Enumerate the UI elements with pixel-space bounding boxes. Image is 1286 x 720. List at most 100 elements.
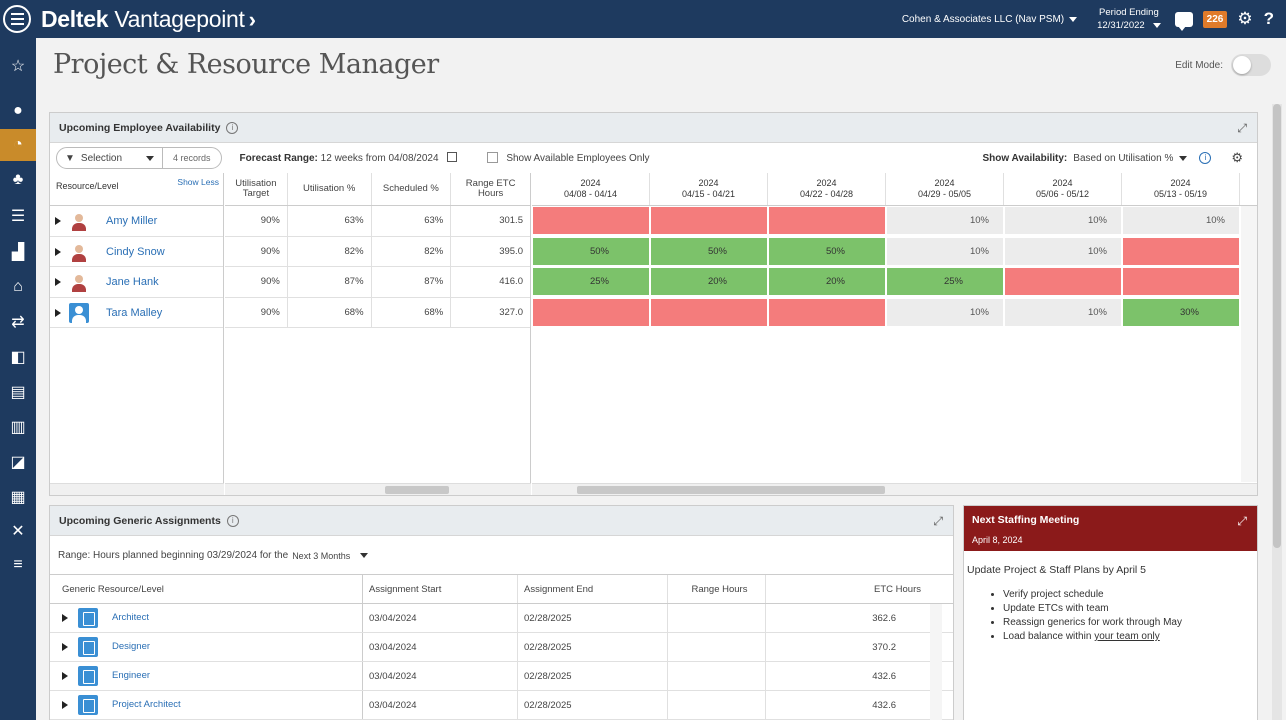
help-icon[interactable]: ? [1263, 9, 1274, 28]
availability-cell[interactable] [1123, 268, 1239, 295]
expand-row-icon[interactable] [62, 643, 68, 651]
info-icon[interactable]: i [1199, 152, 1212, 164]
availability-cell[interactable]: 20% [651, 268, 767, 295]
availability-cell[interactable]: 25% [887, 268, 1003, 295]
resource-row[interactable]: Amy Miller [50, 206, 223, 237]
employee-person-icon[interactable]: ● [13, 102, 23, 119]
contacts-icon[interactable]: ♣ [12, 171, 24, 188]
availability-cell[interactable]: 50% [769, 237, 885, 265]
availability-cell[interactable] [533, 298, 649, 326]
availability-cell[interactable]: 50% [533, 237, 649, 265]
period-selector[interactable]: Period Ending 12/31/2022 [1097, 6, 1161, 32]
generic-resource-cell: Designer [50, 633, 363, 661]
app-brand[interactable]: Deltek Vantagepoint › [41, 6, 256, 33]
settings-gear-icon[interactable]: ⚙ [1237, 9, 1253, 28]
show-available-checkbox[interactable] [487, 152, 499, 163]
selection-dropdown[interactable]: ▼ Selection [57, 148, 163, 168]
company-selector[interactable]: Cohen & Associates LLC (Nav PSM) [902, 14, 1078, 25]
resource-name-link[interactable]: Amy Miller [106, 215, 158, 227]
generic-resource-link[interactable]: Engineer [112, 670, 151, 681]
hamburger-menu-icon[interactable] [3, 5, 31, 33]
vertical-scrollbar[interactable] [930, 604, 942, 720]
list-item-text: Load balance within [1003, 631, 1095, 642]
table-row[interactable]: Designer 03/04/2024 02/28/2025 370.2 [50, 633, 953, 662]
show-less-link[interactable]: Show Less [177, 177, 219, 187]
generic-resource-link[interactable]: Project Architect [112, 699, 181, 710]
availability-cell[interactable] [769, 298, 885, 326]
horizontal-scrollbar[interactable] [50, 483, 224, 495]
dashboard-gauge-icon[interactable]: ◔ [0, 129, 36, 161]
expand-icon[interactable]: ⤢ [1237, 121, 1247, 135]
horizontal-scrollbar[interactable] [225, 483, 531, 495]
show-available-only: Show Available Employees Only [457, 152, 650, 164]
time-icon[interactable]: ▥ [10, 419, 26, 436]
horizontal-scrollbar[interactable] [532, 483, 1257, 495]
vertical-scrollbar[interactable] [1241, 206, 1257, 482]
caret-down-icon[interactable] [360, 553, 369, 558]
show-availability-value[interactable]: Based on Utilisation % [1073, 152, 1174, 164]
expand-row-icon[interactable] [62, 672, 68, 680]
availability-cell[interactable] [1005, 268, 1121, 295]
edit-mode-toggle[interactable] [1231, 54, 1271, 76]
availability-cell[interactable]: 25% [533, 268, 649, 295]
expand-row-icon[interactable] [55, 217, 61, 225]
page-scrollbar[interactable] [1272, 104, 1282, 720]
projects-list-icon[interactable]: ☰ [10, 208, 26, 225]
availability-cell[interactable]: 20% [769, 268, 885, 295]
table-row[interactable]: Architect 03/04/2024 02/28/2025 362.6 [50, 604, 953, 633]
expand-icon[interactable]: ⤢ [1237, 514, 1247, 528]
notification-badge[interactable]: 226 [1202, 10, 1228, 28]
availability-cell[interactable]: 30% [1123, 298, 1239, 326]
availability-cell[interactable]: 10% [1123, 207, 1239, 234]
availability-cell[interactable] [533, 207, 649, 234]
chat-icon[interactable] [1174, 11, 1193, 31]
settings-sliders-icon[interactable]: ≡ [13, 556, 23, 573]
availability-cell[interactable] [651, 207, 767, 234]
range-option-dropdown[interactable]: Next 3 Months [292, 550, 351, 561]
util-pct-cell: 63% [288, 206, 372, 236]
reports-chart-icon[interactable]: ▟ [11, 244, 25, 261]
availability-cell[interactable]: 10% [1005, 298, 1121, 326]
availability-cell[interactable]: 10% [887, 207, 1003, 234]
expand-row-icon[interactable] [62, 614, 68, 622]
generic-resource-icon [78, 695, 98, 715]
availability-cell[interactable] [769, 207, 885, 234]
generic-resource-link[interactable]: Designer [112, 641, 151, 652]
transfer-arrows-icon[interactable]: ⇄ [11, 314, 25, 331]
expand-row-icon[interactable] [55, 247, 61, 256]
table-row[interactable]: Project Architect 03/04/2024 02/28/2025 … [50, 691, 953, 720]
resource-name-link[interactable]: Cindy Snow [106, 245, 165, 258]
availability-cell[interactable]: 10% [1005, 237, 1121, 265]
resource-name-link[interactable]: Tara Malley [106, 306, 163, 319]
info-icon[interactable]: i [226, 121, 239, 134]
expand-icon[interactable]: ⤢ [933, 514, 943, 528]
availability-cell[interactable]: 10% [887, 237, 1003, 265]
caret-down-icon[interactable] [1179, 155, 1188, 161]
table-row[interactable]: Engineer 03/04/2024 02/28/2025 432.6 [50, 662, 953, 691]
availability-cell[interactable]: 50% [651, 237, 767, 265]
calculator-icon[interactable]: ▦ [10, 489, 26, 506]
availability-cell[interactable] [651, 298, 767, 326]
tools-icon[interactable]: ✕ [11, 523, 25, 540]
billing-icon[interactable]: ▤ [10, 384, 26, 401]
settings-gear-icon[interactable]: ⚙ [1231, 150, 1243, 165]
util-target-cell: 90% [225, 267, 288, 297]
resource-row[interactable]: Jane Hank [50, 267, 223, 298]
team-only-link[interactable]: your team only [1094, 631, 1160, 642]
planning-icon[interactable]: ◪ [10, 454, 26, 471]
expand-row-icon[interactable] [55, 278, 61, 286]
info-icon[interactable]: i [226, 514, 239, 527]
availability-cell[interactable]: 10% [887, 298, 1003, 326]
generic-resource-link[interactable]: Architect [112, 612, 149, 623]
calendar-icon[interactable] [447, 152, 458, 162]
availability-cell[interactable]: 10% [1005, 207, 1121, 234]
favorites-star-icon[interactable]: ☆ [10, 58, 26, 75]
availability-cell[interactable] [1123, 237, 1239, 265]
resource-row[interactable]: Tara Malley [50, 298, 223, 328]
expand-row-icon[interactable] [55, 308, 61, 317]
firms-bank-icon[interactable]: ⌂ [13, 278, 23, 295]
expand-row-icon[interactable] [62, 701, 68, 709]
resource-name-link[interactable]: Jane Hank [106, 276, 159, 288]
resource-icon[interactable]: ◧ [10, 349, 26, 366]
resource-row[interactable]: Cindy Snow [50, 237, 223, 267]
